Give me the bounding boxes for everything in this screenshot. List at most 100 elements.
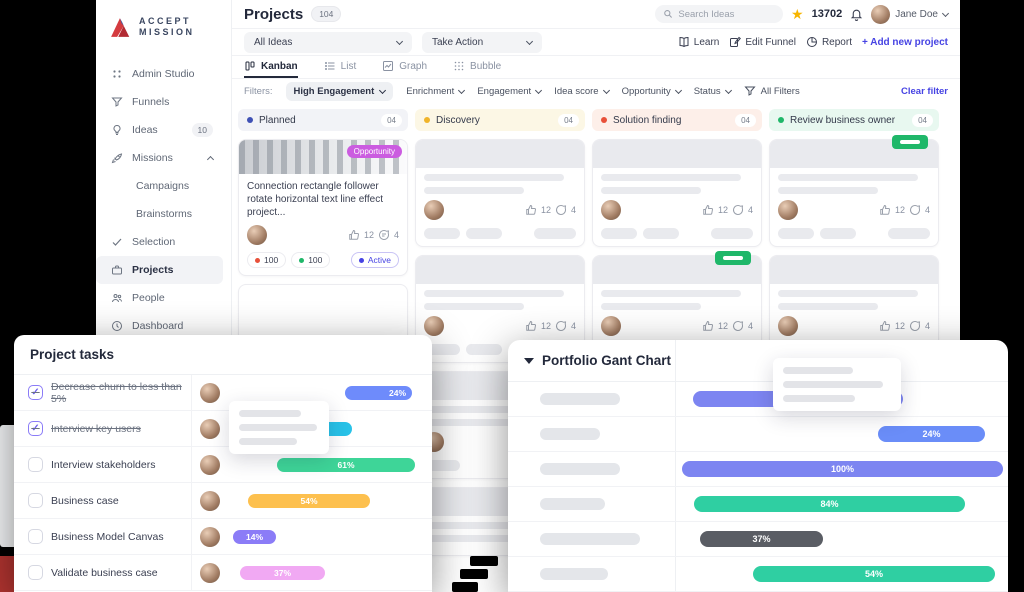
sidebar-item-label: People <box>132 292 165 304</box>
task-checkbox[interactable] <box>28 385 43 400</box>
thumbs-up-icon[interactable] <box>348 229 360 241</box>
ideas-count-badge: 10 <box>191 123 213 137</box>
task-checkbox[interactable] <box>28 565 43 580</box>
brand-name: ACCEPT MISSION <box>139 16 195 37</box>
edit-funnel-button[interactable]: Edit Funnel <box>729 36 796 48</box>
thumbs-up-icon <box>880 204 890 215</box>
kanban-card[interactable]: 12 4 <box>769 135 939 247</box>
tab-graph[interactable]: Graph <box>382 56 427 78</box>
skeleton-line <box>424 535 525 542</box>
tab-list[interactable]: List <box>324 56 356 78</box>
background-photo-fragment <box>0 556 14 592</box>
gantt-bar[interactable]: 37% <box>700 531 823 547</box>
bell-icon[interactable] <box>850 8 863 21</box>
search-input[interactable] <box>678 8 776 20</box>
add-new-project-button[interactable]: + Add new project <box>862 37 948 48</box>
sidebar-item-admin-studio[interactable]: Admin Studio <box>96 60 223 88</box>
comment-icon <box>733 321 744 331</box>
filter-label: Enrichment <box>406 85 455 97</box>
search-input-wrap <box>655 5 784 23</box>
user-menu[interactable]: Jane Doe <box>871 4 950 24</box>
sidebar-item-label: Selection <box>132 236 176 248</box>
column-header: Solution finding 04 <box>592 109 762 131</box>
blue-dot <box>358 257 364 263</box>
project-tasks-title: Project tasks <box>14 335 432 375</box>
sidebar-item-selection[interactable]: Selection <box>96 228 223 256</box>
filter-high-engagement[interactable]: High Engagement <box>285 81 394 101</box>
tab-kanban[interactable]: Kanban <box>244 56 298 78</box>
graph-icon <box>383 61 394 71</box>
filters-label: Filters: <box>244 85 273 97</box>
skeleton-line <box>601 187 702 194</box>
filter-idea-score[interactable]: Idea score <box>554 86 610 97</box>
task-checkbox[interactable] <box>28 421 43 436</box>
project-tasks-panel: Project tasks Decrease churn to less tha… <box>14 335 432 592</box>
sidebar-item-funnels[interactable]: Funnels <box>96 88 223 116</box>
gantt-bar[interactable]: 54% <box>753 566 995 582</box>
sidebar-item-people[interactable]: People <box>96 284 223 312</box>
likes-count: 12 <box>894 205 905 215</box>
gantt-bar[interactable]: 100% <box>682 461 1003 477</box>
avatar <box>424 200 444 220</box>
gantt-bar[interactable]: 24% <box>878 426 985 442</box>
all-ideas-select[interactable]: All Ideas <box>244 31 412 53</box>
filter-engagement[interactable]: Engagement <box>477 85 543 97</box>
kanban-card[interactable]: 12 4 <box>415 139 585 247</box>
funnel-icon <box>744 86 756 96</box>
learn-button[interactable]: Learn <box>678 36 720 48</box>
bubble-icon <box>454 61 464 71</box>
sidebar-item-missions[interactable]: Missions <box>96 144 223 172</box>
chevron-up-icon <box>206 155 215 164</box>
edit-icon <box>730 36 742 47</box>
sidebar-item-projects[interactable]: Projects <box>96 256 223 284</box>
clear-filter-button[interactable]: Clear filter <box>901 85 948 97</box>
button-label: Edit Funnel <box>745 36 796 48</box>
gantt-bar[interactable]: 84% <box>694 496 965 512</box>
page-title: Projects <box>244 5 304 23</box>
points-value: 13702 <box>811 8 843 20</box>
card-image-placeholder <box>416 256 584 284</box>
sidebar-item-label: Brainstorms <box>136 208 193 220</box>
sidebar-item-brainstorms[interactable]: Brainstorms <box>96 200 223 228</box>
task-checkbox[interactable] <box>28 457 43 472</box>
gantt-title-cell[interactable]: Portfolio Gant Chart <box>508 340 676 381</box>
chevron-down-icon <box>535 86 543 94</box>
select-value: All Ideas <box>254 36 293 48</box>
filter-status[interactable]: Status <box>694 86 732 97</box>
sidebar-item-dashboard[interactable]: Dashboard <box>96 312 223 340</box>
gantt-row: 84% <box>508 487 1008 522</box>
filter-enrichment[interactable]: Enrichment <box>406 85 466 97</box>
tooltip-line <box>783 381 883 388</box>
button-label: Learn <box>693 36 720 48</box>
kanban-card-featured[interactable]: Opportunity Connection rectangle followe… <box>238 139 408 276</box>
filter-opportunity[interactable]: Opportunity <box>622 86 682 97</box>
projects-count-badge: 104 <box>311 6 342 22</box>
likes-count: 12 <box>540 205 551 215</box>
sidebar-item-ideas[interactable]: Ideas 10 <box>96 116 223 144</box>
sidebar-item-label: Campaigns <box>136 180 190 192</box>
task-checkbox[interactable] <box>28 493 43 508</box>
skeleton-line <box>424 174 564 181</box>
comment-icon[interactable] <box>378 229 390 241</box>
tab-bubble[interactable]: Bubble <box>453 56 501 78</box>
filter-label: Engagement <box>477 85 532 97</box>
avatar <box>778 316 798 336</box>
task-label: Interview stakeholders <box>51 458 156 471</box>
list-icon <box>324 62 335 70</box>
sidebar-nav: Admin Studio Funnels Ideas 10 Missions <box>96 60 231 340</box>
task-label: Decrease churn to less than 5% <box>51 380 182 405</box>
row-label-placeholder <box>540 428 600 440</box>
likes-count: 12 <box>540 321 551 331</box>
task-progress-bar: 14% <box>233 529 276 544</box>
gantt-row: 54% <box>508 557 1008 592</box>
all-filters-button[interactable]: All Filters <box>744 85 800 97</box>
report-button[interactable]: Report <box>806 36 852 48</box>
background-panel-edge <box>0 425 15 547</box>
take-action-select[interactable]: Take Action <box>422 31 542 53</box>
sidebar-item-campaigns[interactable]: Campaigns <box>96 172 223 200</box>
sidebar-item-label: Funnels <box>132 96 170 108</box>
task-checkbox[interactable] <box>28 529 43 544</box>
skeleton-pill <box>601 228 637 239</box>
tab-label: Bubble <box>470 60 502 72</box>
kanban-card[interactable]: 12 4 <box>592 139 762 247</box>
